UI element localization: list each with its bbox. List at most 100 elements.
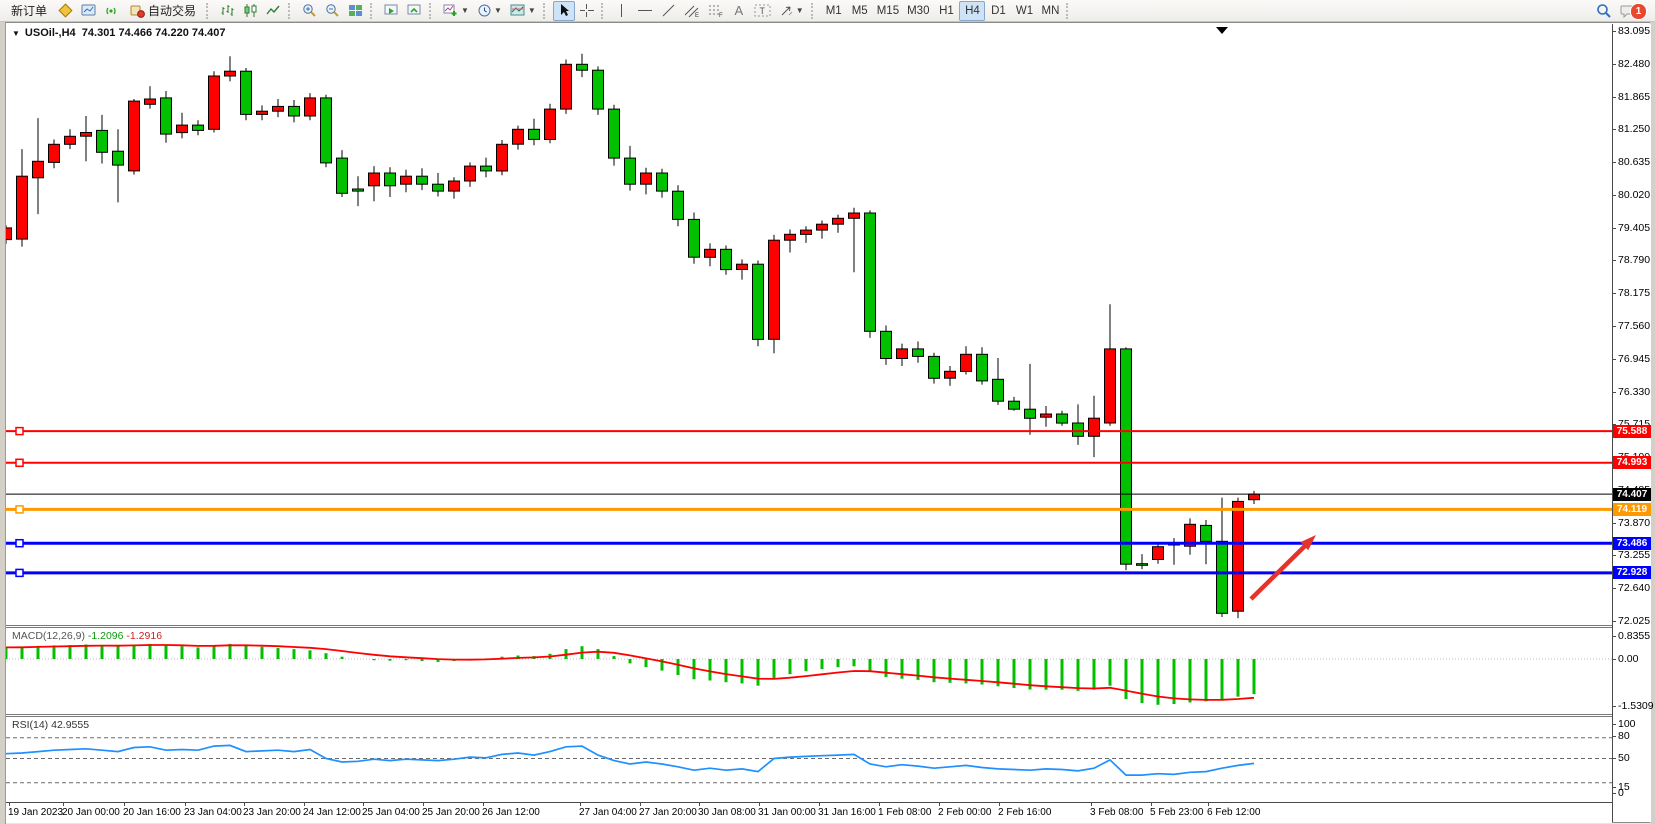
notification-badge: 1 (1630, 3, 1647, 20)
trendline-button[interactable] (657, 1, 680, 21)
time-tick: 25 Jan 04:00 (362, 803, 420, 818)
price-axis[interactable]: 83.095 82.480 81.865 81.250 80.635 80.020 79.4… (1612, 24, 1654, 822)
annotation-arrow[interactable] (1249, 535, 1316, 601)
rsi-line (6, 744, 1255, 776)
bar-chart-button[interactable] (216, 1, 239, 21)
add-indicator-button[interactable]: ▼ (439, 1, 473, 21)
chevron-down-icon: ▼ (461, 6, 469, 15)
rsi-name: RSI(14) (12, 719, 49, 731)
arrows-button[interactable]: ▼ (775, 1, 808, 21)
horizontal-line-72.928[interactable] (6, 568, 1612, 578)
time-tick: 26 Jan 12:00 (482, 803, 540, 818)
notifications-button[interactable]: 1 (1616, 1, 1647, 21)
price-tick: 77.560 (1612, 320, 1651, 333)
cursor-button[interactable] (552, 0, 575, 21)
terminal-icon[interactable] (403, 1, 426, 21)
toolbar-grip (600, 2, 608, 19)
chart-shift-marker-icon[interactable] (1216, 27, 1228, 34)
toolbar-grip (810, 2, 818, 19)
text-button[interactable]: A (728, 1, 750, 21)
strategy-tester-icon[interactable] (380, 1, 403, 21)
crosshair-button[interactable] (575, 1, 598, 21)
macd-name: MACD(12,26,9) (12, 630, 85, 642)
price-tick: 81.865 (1612, 90, 1651, 103)
candlesticks (6, 53, 1260, 619)
price-tag-73.486: 73.486 (1613, 537, 1651, 550)
svg-text:T: T (759, 6, 765, 16)
toolbar-grip (1066, 2, 1073, 19)
time-tick: 19 Jan 2023 (8, 803, 64, 818)
fibonacci-button[interactable]: F (704, 1, 728, 21)
equidistant-channel-button[interactable]: E (680, 1, 704, 21)
pane-separator[interactable] (6, 625, 1612, 628)
chevron-down-icon: ▼ (527, 6, 536, 15)
timeframe-group: M1 M5 M15 M30 H1 H4 D1 W1 MN (821, 0, 1064, 21)
rsi-tick: 15 (1613, 781, 1630, 793)
timeframe-button-d1[interactable]: D1 (991, 4, 1006, 17)
price-tick: 73.870 (1612, 516, 1651, 529)
price-tag-74.119: 74.119 (1613, 503, 1651, 516)
time-tick: 30 Jan 08:00 (698, 803, 756, 818)
rsi-indicator-pane[interactable] (6, 717, 1612, 802)
templates-button[interactable]: ▼ (506, 1, 540, 21)
macd-main-value: -1.2096 (87, 630, 124, 642)
symbol-dropdown-icon[interactable]: ▼ (12, 29, 20, 38)
time-axis[interactable]: 19 Jan 2023 20 Jan 00:00 20 Jan 16:00 23 Ja… (6, 802, 1612, 823)
macd-indicator-pane[interactable] (6, 628, 1612, 714)
pane-separator[interactable] (6, 714, 1612, 717)
timeframe-button-m1[interactable]: M1 (825, 4, 842, 17)
time-tick: 2 Feb 00:00 (938, 803, 992, 818)
periods-button[interactable]: ▼ (473, 1, 506, 21)
rsi-tick: 100 (1613, 718, 1636, 730)
timeframe-button-w1[interactable]: W1 (1015, 4, 1034, 17)
text-label-button[interactable]: T (750, 1, 775, 21)
price-tick: 80.020 (1612, 188, 1651, 201)
price-tick: 76.945 (1612, 352, 1651, 365)
macd-tick: 0.8355 (1612, 630, 1651, 642)
time-tick: 5 Feb 23:00 (1150, 803, 1204, 818)
price-tick: 82.480 (1612, 57, 1651, 70)
line-chart-button[interactable] (262, 1, 285, 21)
main-toolbar: 新订单 自动交易 ▼ ▼ (0, 0, 1655, 22)
timeframe-button-m30[interactable]: M30 (907, 4, 930, 17)
chart-symbol: USOil-,H4 (24, 27, 76, 39)
rsi-label: RSI(14) 42.9555 (12, 719, 89, 731)
vertical-line-button[interactable] (611, 1, 633, 21)
candlestick-chart-button[interactable] (239, 1, 262, 21)
horizontal-line-73.486[interactable] (6, 538, 1612, 548)
macd-histogram (6, 643, 1256, 705)
macd-label: MACD(12,26,9) -1.2096 -1.2916 (12, 630, 162, 642)
search-icon[interactable] (1592, 1, 1616, 21)
chevron-down-icon: ▼ (795, 6, 804, 15)
data-window-icon[interactable] (77, 1, 100, 21)
zoom-out-button[interactable] (321, 1, 344, 21)
timeframe-button-mn[interactable]: MN (1041, 4, 1060, 17)
horizontal-line-74.993[interactable] (6, 458, 1612, 468)
price-tick: 81.250 (1612, 123, 1651, 136)
tile-windows-button[interactable] (344, 1, 367, 21)
signals-icon[interactable] (100, 1, 123, 21)
time-tick: 3 Feb 08:00 (1090, 803, 1144, 818)
toolbar-grip (206, 2, 213, 19)
svg-text:E: E (695, 13, 699, 18)
horizontal-line-button[interactable] (633, 1, 657, 21)
rsi-tick: 80 (1613, 730, 1630, 742)
timeframe-button-m15[interactable]: M15 (876, 4, 900, 17)
main-price-chart[interactable] (6, 24, 1612, 625)
time-tick: 27 Jan 04:00 (579, 803, 637, 818)
timeframe-button-h1[interactable]: H1 (939, 4, 954, 17)
horizontal-line-75.588[interactable] (6, 426, 1612, 436)
time-tick: 6 Feb 12:00 (1207, 803, 1261, 818)
price-tick: 72.640 (1612, 582, 1651, 595)
horizontal-line-74.119[interactable] (6, 505, 1612, 514)
market-watch-icon[interactable] (54, 1, 77, 21)
price-tick: 76.330 (1612, 385, 1651, 398)
price-tick: 72.025 (1612, 615, 1651, 628)
auto-trading-button[interactable]: 自动交易 (123, 1, 203, 21)
price-tick: 80.635 (1612, 156, 1651, 169)
new-order-button[interactable]: 新订单 (11, 4, 48, 18)
zoom-in-button[interactable] (298, 1, 321, 21)
window-left-border (0, 22, 6, 824)
timeframe-button-h4[interactable]: H4 (959, 0, 986, 21)
timeframe-button-m5[interactable]: M5 (851, 4, 868, 17)
